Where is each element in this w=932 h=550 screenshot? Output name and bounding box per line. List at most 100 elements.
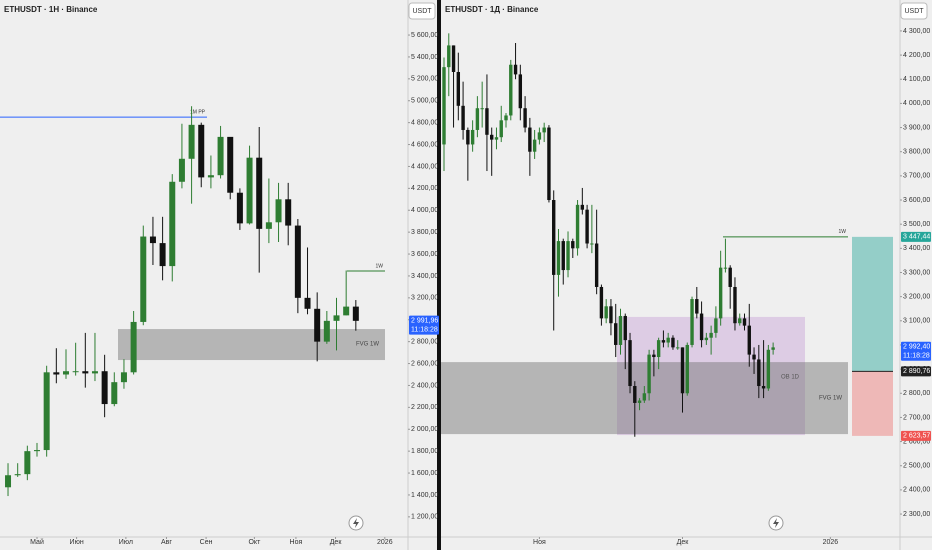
candle-body [256,157,263,229]
x-tick-label: Май [30,538,44,546]
candle-body [333,315,340,321]
candle-body [5,475,12,488]
chart-title: ETHUSDT · 1Д · Binance [445,5,539,14]
candle-body [575,204,580,249]
zone-label: OB 1D [781,375,800,381]
x-tick-label: Июл [119,539,133,546]
currency-label[interactable]: USDT [904,8,924,15]
candle-body [53,372,60,375]
candle-body [766,349,771,389]
y-tick-label: 4 000,00 [411,207,438,214]
y-tick-label: 3 100,00 [903,318,930,325]
candle-body [101,371,108,405]
candle-body [637,400,642,403]
candle-body [528,127,532,152]
currency-label[interactable]: USDT [412,8,432,15]
y-tick-label: 5 400,00 [411,54,438,61]
y-tick-label: 3 800,00 [411,229,438,236]
candle-body [561,241,565,271]
candle-body [14,474,21,476]
candle-body [580,204,585,210]
candle-body [771,347,775,350]
candle-body [733,286,737,324]
y-tick-label: 2 200,00 [411,404,438,411]
candle-body [72,371,79,373]
candle-body [594,243,599,287]
candle-body [671,337,675,348]
candle-body [442,67,446,145]
candle-body [699,313,704,341]
y-tick-label: 4 000,00 [903,100,930,107]
currency-button[interactable] [408,2,436,20]
candle-body [661,340,666,343]
y-tick-label: 4 600,00 [411,141,438,148]
candle-body [518,74,523,109]
candle-body [217,136,224,176]
candle-body [43,372,50,451]
zone [118,329,385,361]
candle-body [532,139,537,152]
candle-body [499,120,503,138]
candle-body [466,129,470,145]
candle-body [742,318,747,326]
y-tick-label: 2 600,00 [411,360,438,367]
replay-icon[interactable] [768,515,784,531]
x-tick-label: 2026 [823,539,839,546]
y-tick-label: 3 200,00 [411,295,438,302]
candle-body [82,371,89,374]
y-tick-label: 3 800,00 [903,149,930,156]
y-tick-label: 3 600,00 [411,251,438,258]
x-tick-label: Ноя [290,539,303,546]
candle-body [485,108,489,135]
candle-body [227,136,234,193]
candle-body [676,347,680,349]
candle-body [480,108,484,110]
y-tick-label: 3 700,00 [903,173,930,180]
candle-body [628,340,632,387]
candle-body [294,225,301,298]
y-tick-label: 5 200,00 [411,76,438,83]
candle-body [451,45,456,72]
price-label-box [409,315,439,335]
x-tick-label: 2026 [377,539,393,546]
y-tick-label: 3 200,00 [903,293,930,300]
candle-body [752,354,756,360]
price-label: 2 890,76 [903,368,930,375]
replay-icon[interactable] [348,515,364,531]
price-label: 2 623,57 [903,433,930,440]
candle-body [552,200,556,275]
candle-body [169,181,176,267]
candle-body [542,127,546,133]
candle-body [537,132,542,140]
y-tick-label: 3 600,00 [903,197,930,204]
candle-body [504,115,508,121]
candle-body [447,45,451,68]
price-label-box [901,366,931,377]
x-tick-label: Июн [70,539,84,546]
candle-body [91,371,98,374]
y-tick-label: 2 000,00 [411,426,438,433]
candle-body [599,286,604,319]
level-label: 1W [839,229,847,235]
candle-body [352,306,359,321]
candle-body [614,323,618,345]
candle-body [690,299,694,345]
candle-body [680,347,685,394]
candle-body [609,306,613,324]
candle-body [633,386,637,403]
candle-body [738,318,742,324]
chart-title: ETHUSDT · 1Н · Binance [4,5,98,14]
candle-body [656,340,661,358]
candle-body [207,175,214,178]
y-tick-label: 2 800,00 [411,338,438,345]
candle-body [556,241,561,275]
position-stop [852,371,893,436]
currency-button[interactable] [900,2,928,20]
candle-body [323,320,330,342]
level-label: 1W [376,263,384,269]
candle-body [34,450,41,452]
zone-label: FVG 1W [356,342,379,348]
price-label: 2 991,96 [411,317,438,324]
y-tick-label: 4 300,00 [903,28,930,35]
